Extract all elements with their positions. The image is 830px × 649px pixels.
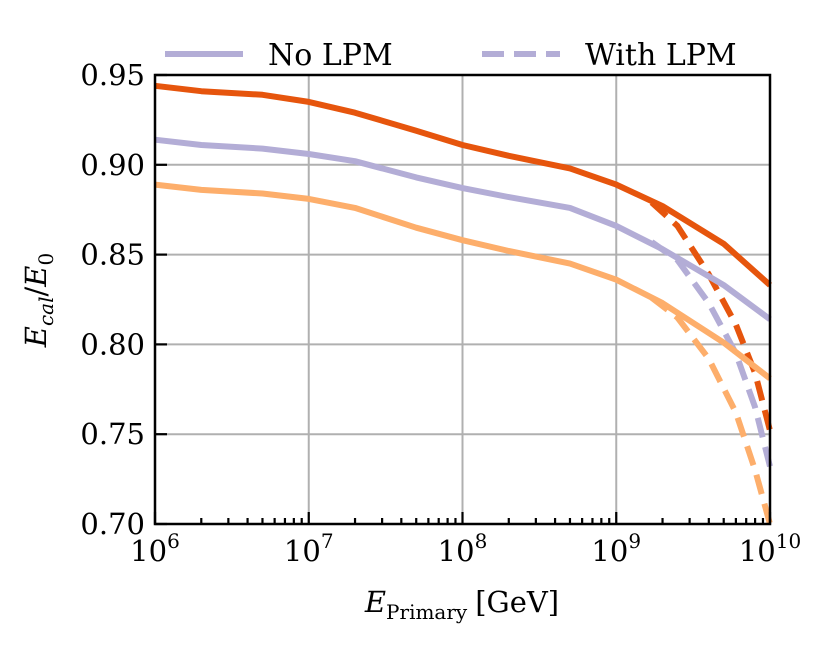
axis-ticks [153, 73, 772, 526]
legend-label-no-lpm: No LPM [268, 38, 393, 73]
y-tick-label-0: 0.70 [80, 507, 145, 541]
series-line-dark-orange-no-lpm [154, 82, 772, 288]
y-tick-label-1: 0.75 [80, 417, 145, 451]
legend: No LPM With LPM [165, 38, 737, 73]
y-tick-label-5: 0.95 [80, 58, 145, 92]
x-tick-label-1: 107 [284, 529, 334, 568]
series-group [154, 82, 773, 525]
x-tick-label-2: 108 [438, 529, 488, 568]
series-line-light-orange-with-lpm [649, 295, 773, 525]
x-tick-label-4: 1010 [739, 529, 801, 568]
x-tick-label-0: 106 [130, 529, 180, 568]
legend-label-with-lpm: With LPM [585, 38, 737, 73]
y-tick-label-3: 0.85 [80, 238, 145, 272]
y-axis-label: Ecal/E0 [19, 253, 58, 348]
tick-labels: 106 107 108 109 1010 0.70 0.75 0.80 0.85 0.90 0.95 [80, 58, 801, 568]
x-axis-label: EPrimary [GeV] [364, 585, 559, 624]
y-tick-label-2: 0.80 [80, 327, 145, 361]
y-tick-label-4: 0.90 [80, 148, 145, 182]
x-tick-label-3: 109 [591, 529, 641, 568]
series-line-dark-orange-with-lpm [649, 200, 773, 432]
